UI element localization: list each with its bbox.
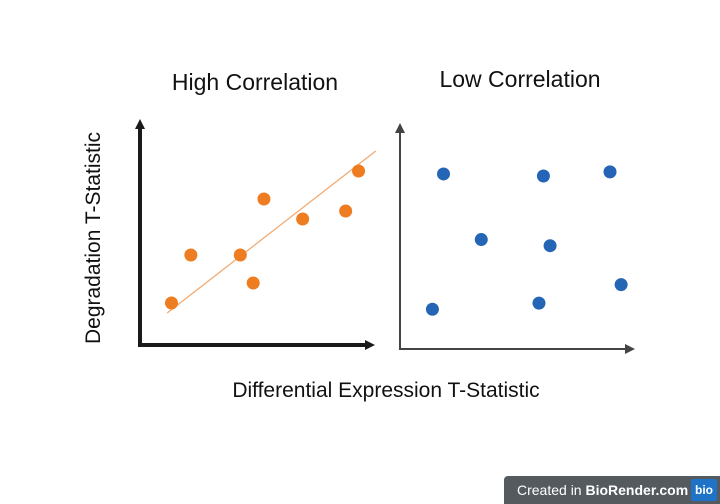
biorender-logo-icon: bio	[691, 479, 717, 501]
high-corr-point-8	[352, 164, 366, 178]
low-corr-point-4	[474, 233, 488, 247]
low-corr-point-8	[614, 278, 628, 292]
low-correlation-points	[425, 165, 628, 316]
high-corr-point-4	[246, 276, 260, 290]
high-correlation-points	[165, 164, 366, 310]
high-corr-point-6	[296, 212, 310, 226]
badge-text: Created in BioRender.com	[504, 482, 688, 498]
low-correlation-title: Low Correlation	[439, 66, 600, 92]
biorender-badge[interactable]: Created in BioRender.com bio	[504, 476, 720, 504]
low-corr-point-5	[543, 239, 557, 253]
badge-brand: BioRender.com	[585, 482, 689, 498]
high-corr-point-1	[165, 296, 178, 310]
low-corr-point-6	[425, 302, 439, 316]
low-corr-point-7	[532, 296, 546, 310]
trend-line	[166, 150, 377, 314]
low-corr-point-3	[603, 165, 617, 179]
low-corr-point-1	[437, 167, 451, 181]
high-corr-point-7	[339, 204, 353, 218]
high-corr-point-2	[184, 248, 198, 262]
badge-prefix: Created in	[517, 482, 586, 498]
high-correlation-title: High Correlation	[172, 69, 338, 95]
x-axis-title: Differential Expression T-Statistic	[232, 379, 539, 402]
y-axis-title: Degradation T-Statistic	[82, 132, 105, 344]
high-corr-point-3	[233, 248, 247, 262]
high-corr-point-5	[257, 192, 271, 206]
low-corr-point-2	[536, 169, 550, 183]
